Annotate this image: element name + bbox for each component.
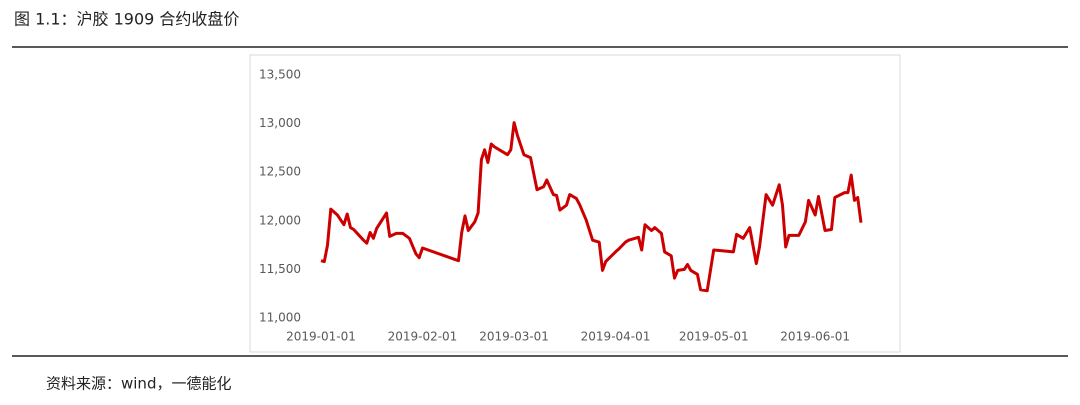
y-tick-label: 11,000 — [259, 311, 301, 325]
y-tick-label: 11,500 — [259, 262, 301, 276]
x-tick-label: 2019-04-01 — [581, 330, 651, 344]
price-line — [320, 121, 863, 293]
y-tick-label: 13,500 — [259, 68, 301, 82]
y-tick-label: 13,000 — [259, 116, 301, 130]
x-tick-label: 2019-01-01 — [286, 330, 356, 344]
x-tick-label: 2019-03-01 — [479, 330, 549, 344]
chart-frame — [249, 54, 901, 353]
x-tick-label: 2019-02-01 — [388, 330, 458, 344]
figure-title: 图 1.1：沪胶 1909 合约收盘价 — [14, 10, 239, 29]
y-tick-label: 12,500 — [259, 165, 301, 179]
y-tick-label: 12,000 — [259, 213, 301, 227]
source-note: 资料来源：wind，一德能化 — [46, 375, 231, 393]
x-tick-label: 2019-05-01 — [679, 330, 749, 344]
x-tick-label: 2019-06-01 — [780, 330, 850, 344]
